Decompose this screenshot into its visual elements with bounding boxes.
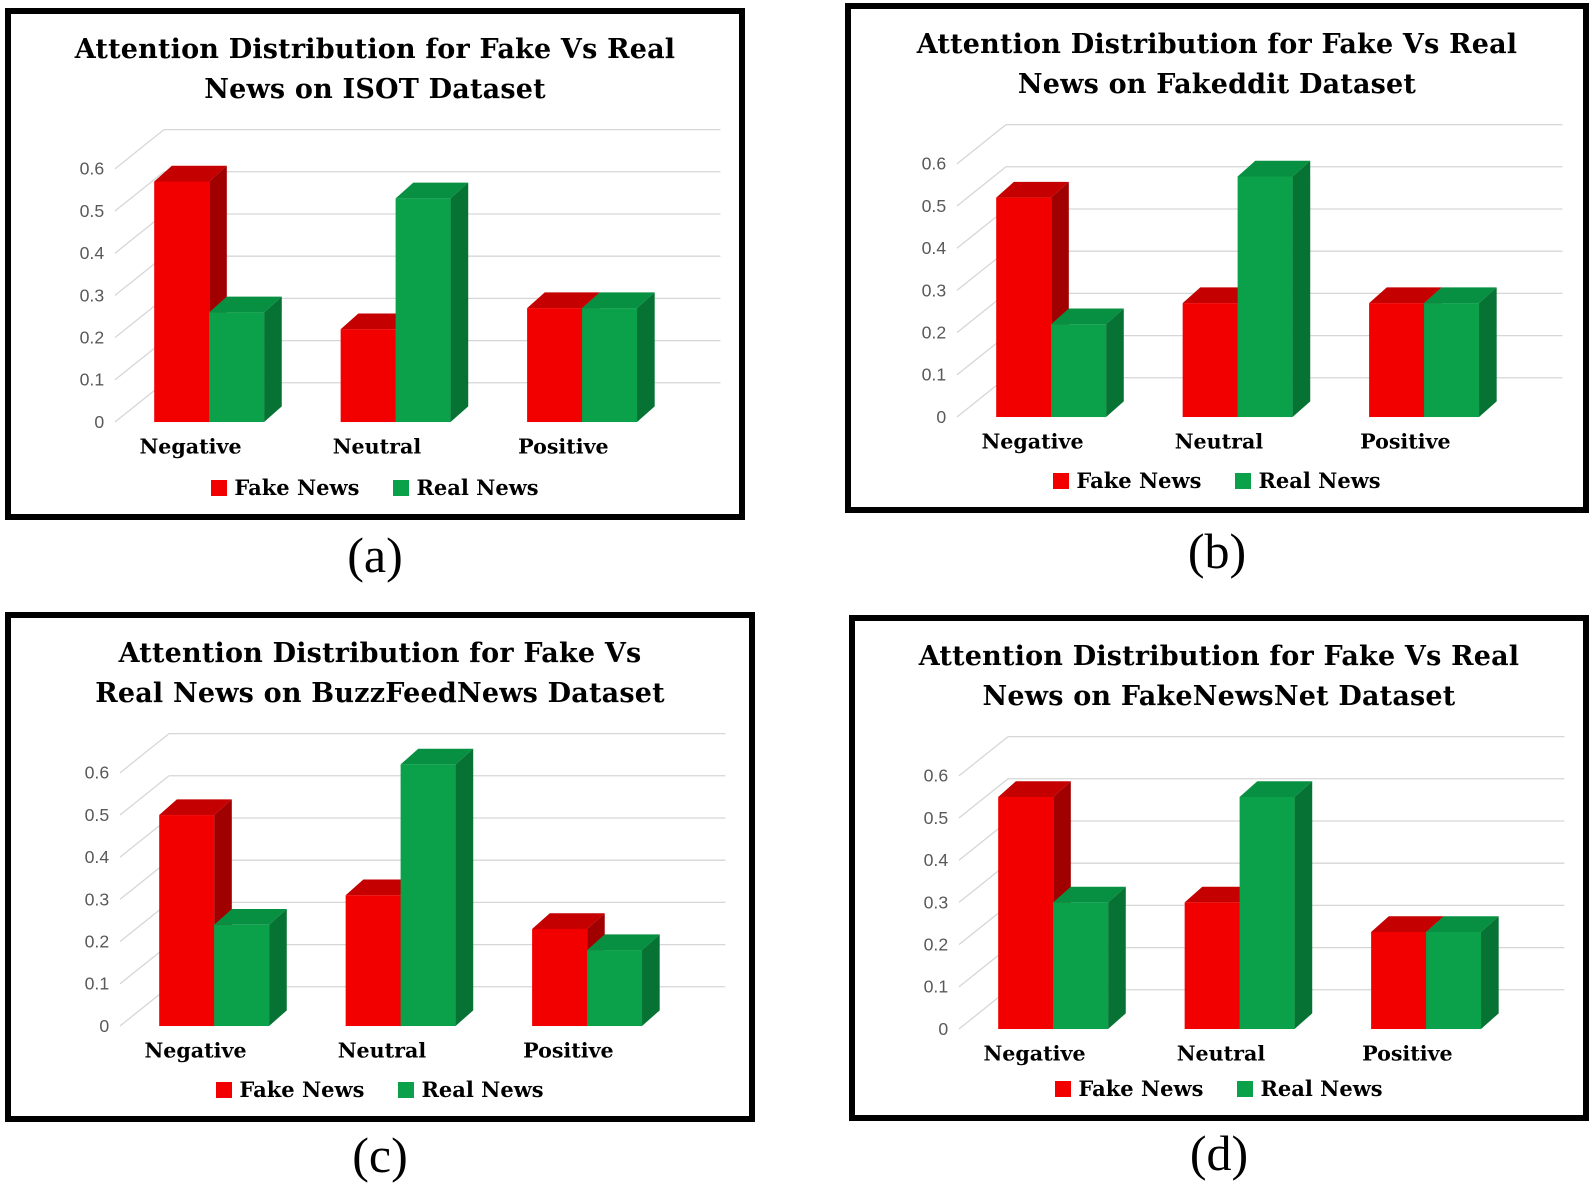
chart-title-line2: Real News on BuzzFeedNews Dataset (95, 678, 665, 709)
svg-text:0: 0 (94, 412, 104, 432)
svg-text:0.4: 0.4 (80, 243, 105, 263)
svg-text:0.2: 0.2 (924, 935, 949, 955)
chart-title-line1: Attention Distribution for Fake Vs Real (74, 34, 676, 65)
real-news-swatch-icon (393, 479, 410, 496)
svg-text:Positive: Positive (1362, 1041, 1453, 1065)
svg-text:Neutral: Neutral (338, 1038, 427, 1062)
chart-title-line1: Attention Distribution for Fake Vs (118, 638, 642, 669)
svg-text:Negative: Negative (983, 1041, 1085, 1065)
bar3d-chart-isot: 0 0.1 0.2 0.3 0.4 0.5 0.6 Negative Neutral Positi… (80, 128, 721, 458)
svg-text:0.1: 0.1 (924, 977, 949, 997)
svg-text:Negative: Negative (139, 434, 241, 458)
svg-text:0.2: 0.2 (80, 328, 105, 348)
svg-text:Positive: Positive (1360, 429, 1451, 453)
legend-item-real-news: Real News (398, 1077, 544, 1102)
svg-text:Neutral: Neutral (1177, 1041, 1266, 1065)
legend-item-fake-news: Fake News (1055, 1076, 1203, 1101)
chart-panel-c: Attention Distribution for Fake Vs Real … (5, 612, 755, 1122)
bar3d-chart-fakenewsnet: 0 0.1 0.2 0.3 0.4 0.5 0.6 Negative Neutral Positi… (924, 735, 1565, 1065)
svg-text:0.4: 0.4 (85, 847, 110, 867)
chart-panel-a: Attention Distribution for Fake Vs Real … (5, 8, 745, 520)
svg-text:0.3: 0.3 (85, 889, 110, 909)
svg-text:0.6: 0.6 (922, 154, 947, 174)
legend-item-real-news: Real News (1237, 1076, 1383, 1101)
legend-item-real-news: Real News (393, 475, 539, 500)
svg-text:Positive: Positive (518, 434, 608, 458)
svg-text:Negative: Negative (981, 429, 1083, 453)
chart-legend: Fake News Real News (855, 1076, 1583, 1101)
svg-text:Positive: Positive (523, 1038, 613, 1062)
real-news-swatch-icon (1235, 472, 1252, 489)
fake-news-legend-label: Fake News (1076, 468, 1202, 493)
chart-title-line1: Attention Distribution for Fake Vs Real (918, 641, 1520, 672)
real-news-swatch-icon (1237, 1080, 1254, 1097)
svg-text:0: 0 (936, 407, 946, 427)
svg-text:0.5: 0.5 (924, 808, 949, 828)
chart-title-line2: News on ISOT Dataset (204, 74, 546, 105)
caption-c: (c) (352, 1127, 408, 1183)
svg-text:0.1: 0.1 (80, 370, 105, 390)
svg-text:0.4: 0.4 (922, 238, 947, 258)
caption-a: (a) (347, 527, 403, 583)
real-news-swatch-icon (398, 1081, 415, 1098)
fake-news-swatch-icon (1053, 472, 1070, 489)
real-news-legend-label: Real News (416, 475, 539, 500)
fake-news-swatch-icon (216, 1081, 233, 1098)
legend-item-real-news: Real News (1235, 468, 1381, 493)
real-news-legend-label: Real News (1258, 468, 1381, 493)
fake-news-swatch-icon (211, 479, 228, 496)
fake-news-legend-label: Fake News (234, 475, 360, 500)
svg-text:0: 0 (99, 1016, 109, 1036)
svg-text:0.1: 0.1 (922, 365, 947, 385)
chart-title-c: Attention Distribution for Fake Vs Real … (11, 618, 749, 714)
fake-news-swatch-icon (1055, 1080, 1072, 1097)
bar3d-chart-buzzfeednews: 0 0.1 0.2 0.3 0.4 0.5 0.6 Negative Neutral Positi… (85, 732, 726, 1062)
chart-title-d: Attention Distribution for Fake Vs Real … (855, 621, 1583, 717)
svg-text:0.2: 0.2 (922, 323, 947, 343)
bar3d-chart-fakeddit: 0 0.1 0.2 0.3 0.4 0.5 0.6 Negative Neutral Positi… (922, 123, 1563, 453)
svg-text:0.2: 0.2 (85, 932, 110, 952)
svg-text:0.3: 0.3 (922, 280, 947, 300)
svg-text:Negative: Negative (144, 1038, 246, 1062)
legend-item-fake-news: Fake News (1053, 468, 1201, 493)
chart-panel-b: Attention Distribution for Fake Vs Real … (845, 3, 1589, 513)
caption-b: (b) (1187, 523, 1247, 579)
svg-text:0.5: 0.5 (85, 805, 110, 825)
svg-text:0: 0 (938, 1019, 948, 1039)
svg-text:0.4: 0.4 (924, 850, 949, 870)
chart-legend: Fake News Real News (11, 1077, 749, 1102)
caption-d: (d) (1189, 1125, 1249, 1181)
chart-title-line2: News on FakeNewsNet Dataset (982, 681, 1456, 712)
chart-legend: Fake News Real News (11, 475, 739, 500)
chart-title-line1: Attention Distribution for Fake Vs Real (916, 29, 1518, 60)
svg-text:0.3: 0.3 (924, 892, 949, 912)
svg-text:Neutral: Neutral (333, 434, 422, 458)
chart-legend: Fake News Real News (851, 468, 1583, 493)
svg-text:0.6: 0.6 (924, 766, 949, 786)
svg-text:0.6: 0.6 (85, 763, 110, 783)
svg-text:0.3: 0.3 (80, 285, 105, 305)
chart-panel-d: Attention Distribution for Fake Vs Real … (849, 615, 1589, 1121)
svg-text:0.1: 0.1 (85, 974, 110, 994)
svg-text:0.6: 0.6 (80, 159, 105, 179)
chart-title-line2: News on Fakeddit Dataset (1017, 69, 1417, 100)
chart-title-a: Attention Distribution for Fake Vs Real … (11, 14, 739, 110)
legend-item-fake-news: Fake News (216, 1077, 364, 1102)
legend-item-fake-news: Fake News (211, 475, 359, 500)
svg-text:0.5: 0.5 (922, 196, 947, 216)
fake-news-legend-label: Fake News (1078, 1076, 1204, 1101)
chart-title-b: Attention Distribution for Fake Vs Real … (851, 9, 1583, 105)
svg-text:Neutral: Neutral (1175, 429, 1264, 453)
real-news-legend-label: Real News (1260, 1076, 1383, 1101)
svg-text:0.5: 0.5 (80, 201, 105, 221)
real-news-legend-label: Real News (421, 1077, 544, 1102)
fake-news-legend-label: Fake News (239, 1077, 365, 1102)
